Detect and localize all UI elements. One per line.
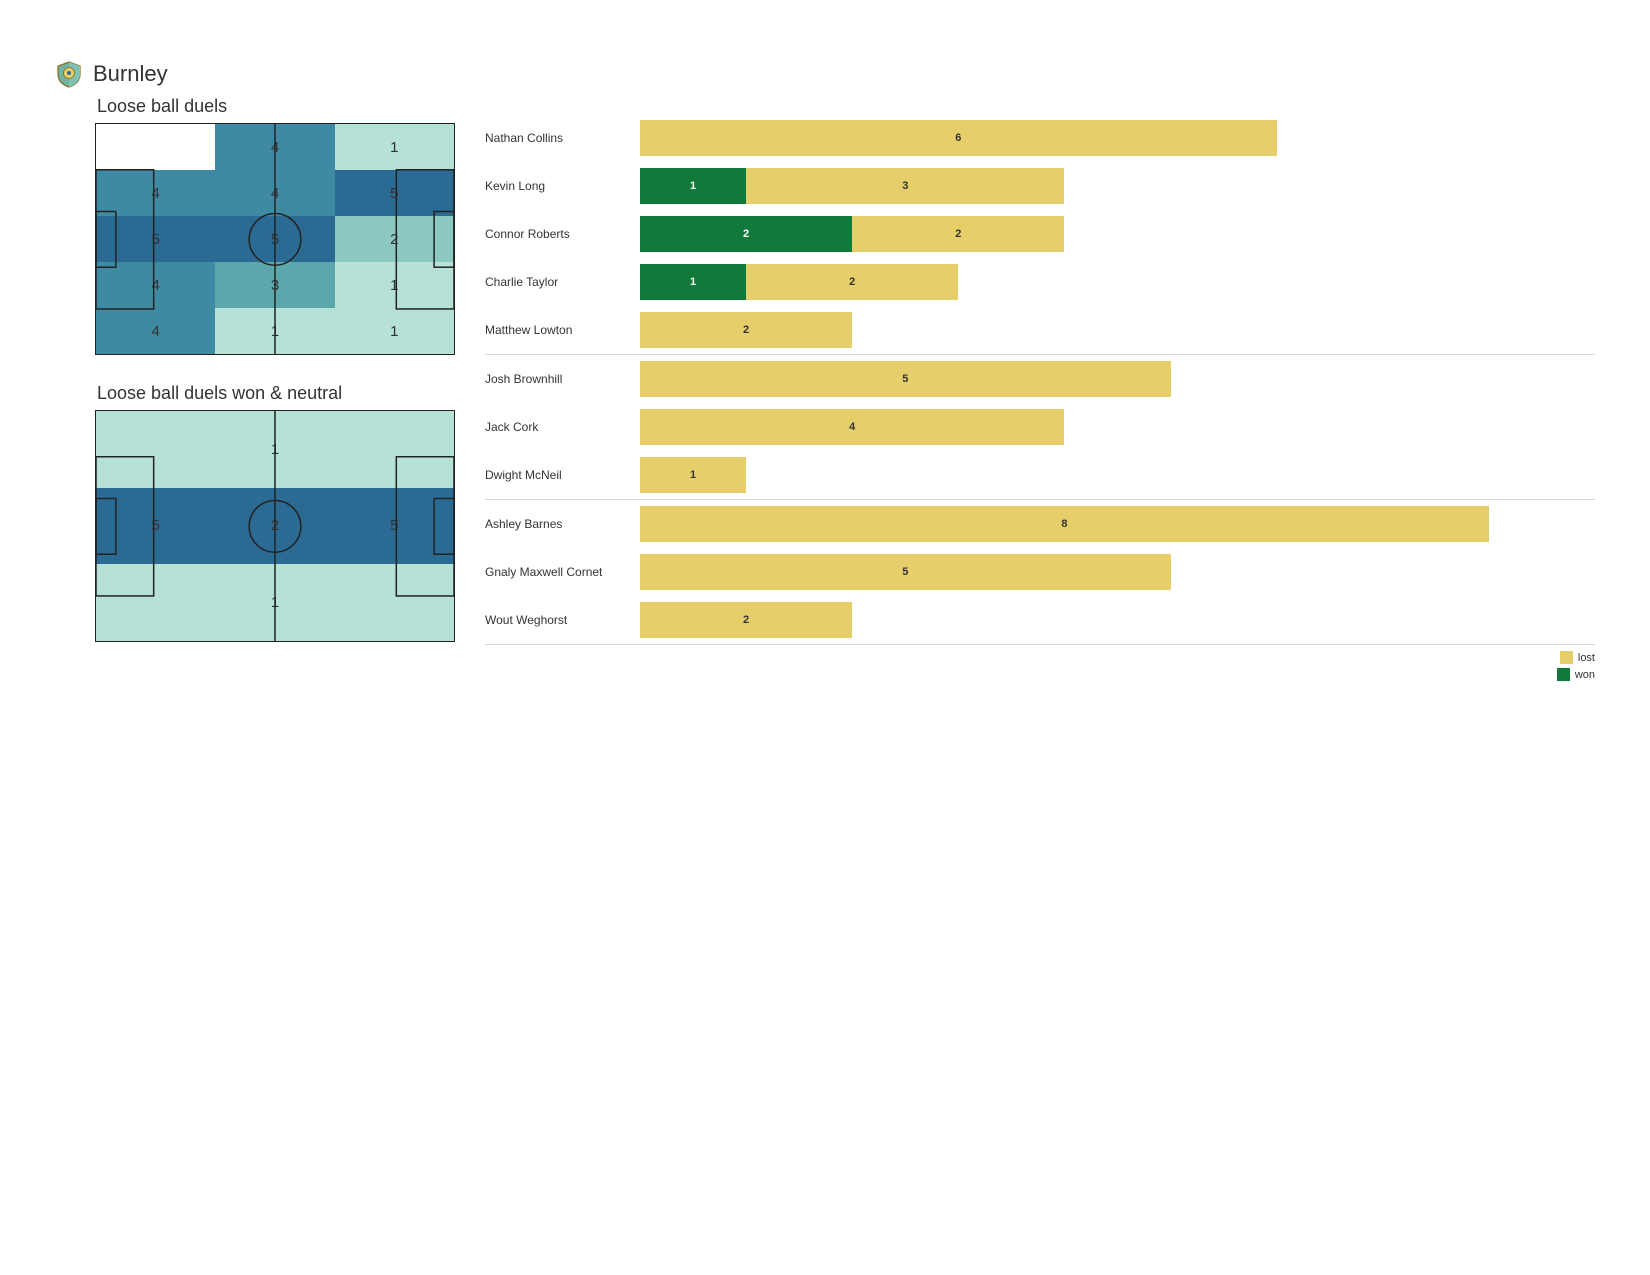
heat-cell: 4 — [96, 170, 215, 216]
bar-segment-lost: 2 — [640, 312, 852, 348]
player-name-label: Jack Cork — [485, 420, 640, 434]
player-name-label: Connor Roberts — [485, 227, 640, 241]
bar-segment-lost: 4 — [640, 409, 1064, 445]
legend-lost-label: lost — [1578, 652, 1595, 664]
bar-segment-lost: 2 — [746, 264, 958, 300]
heat-cell — [335, 411, 454, 488]
heat-cell: 1 — [215, 564, 334, 641]
heat-cell: 1 — [335, 262, 454, 308]
player-row: Josh Brownhill5 — [485, 355, 1595, 403]
heat-cell: 3 — [215, 262, 334, 308]
heat-cell: 2 — [215, 488, 334, 565]
heat-cell: 5 — [335, 170, 454, 216]
heat-cell: 5 — [96, 488, 215, 565]
player-bar: 2 — [640, 312, 1595, 348]
heat-cell — [96, 564, 215, 641]
player-bar-groups: Nathan Collins6Kevin Long13Connor Robert… — [485, 114, 1595, 645]
bar-segment-lost: 6 — [640, 120, 1277, 156]
heat-cell — [96, 411, 215, 488]
player-bar: 4 — [640, 409, 1595, 445]
right-column: Nathan Collins6Kevin Long13Connor Robert… — [485, 96, 1595, 681]
player-row: Connor Roberts22 — [485, 210, 1595, 258]
bar-segment-won: 1 — [640, 264, 746, 300]
pitch-won: 15251 — [95, 410, 455, 642]
heat-cell — [335, 564, 454, 641]
player-name-label: Kevin Long — [485, 179, 640, 193]
player-name-label: Dwight McNeil — [485, 468, 640, 482]
heat-cell: 5 — [335, 488, 454, 565]
team-name: Burnley — [93, 61, 168, 87]
heat-cell: 4 — [96, 262, 215, 308]
heat-grid-duels: 41445552431411 — [96, 124, 454, 354]
pitch-duels: 41445552431411 — [95, 123, 455, 355]
legend-lost: lost — [1560, 651, 1595, 664]
player-bar: 8 — [640, 506, 1595, 542]
bar-segment-won: 2 — [640, 216, 852, 252]
heat-grid-won: 15251 — [96, 411, 454, 641]
player-bar: 1 — [640, 457, 1595, 493]
heat-cell: 5 — [215, 216, 334, 262]
header: Burnley — [55, 60, 1595, 88]
legend: lost won — [485, 645, 1595, 681]
bar-segment-lost: 1 — [640, 457, 746, 493]
player-name-label: Wout Weghorst — [485, 613, 640, 627]
heat-cell: 1 — [335, 308, 454, 354]
player-bar: 5 — [640, 554, 1595, 590]
heat-cell: 4 — [96, 308, 215, 354]
heat-cell: 2 — [335, 216, 454, 262]
bar-segment-lost: 2 — [640, 602, 852, 638]
heatmap-won-title: Loose ball duels won & neutral — [97, 383, 455, 404]
player-row: Dwight McNeil1 — [485, 451, 1595, 499]
player-row: Nathan Collins6 — [485, 114, 1595, 162]
team-badge-icon — [55, 60, 83, 88]
player-bar: 5 — [640, 361, 1595, 397]
content: Loose ball duels 41445552431411 — [55, 96, 1595, 681]
heat-cell: 1 — [215, 411, 334, 488]
player-group: Nathan Collins6Kevin Long13Connor Robert… — [485, 114, 1595, 355]
bar-segment-lost: 8 — [640, 506, 1489, 542]
legend-swatch-lost — [1560, 651, 1573, 664]
player-row: Jack Cork4 — [485, 403, 1595, 451]
heatmap-duels-title: Loose ball duels — [97, 96, 455, 117]
player-row: Ashley Barnes8 — [485, 500, 1595, 548]
player-name-label: Charlie Taylor — [485, 275, 640, 289]
player-row: Charlie Taylor12 — [485, 258, 1595, 306]
player-row: Wout Weghorst2 — [485, 596, 1595, 644]
player-name-label: Nathan Collins — [485, 131, 640, 145]
player-bar: 13 — [640, 168, 1595, 204]
player-name-label: Josh Brownhill — [485, 372, 640, 386]
player-bar: 12 — [640, 264, 1595, 300]
heat-cell: 4 — [215, 170, 334, 216]
player-row: Matthew Lowton2 — [485, 306, 1595, 354]
player-group: Ashley Barnes8Gnaly Maxwell Cornet5Wout … — [485, 500, 1595, 645]
legend-swatch-won — [1557, 668, 1570, 681]
player-row: Kevin Long13 — [485, 162, 1595, 210]
legend-won-label: won — [1575, 669, 1595, 681]
legend-won: won — [1557, 668, 1595, 681]
bar-segment-lost: 5 — [640, 554, 1171, 590]
player-bar: 2 — [640, 602, 1595, 638]
bar-segment-lost: 3 — [746, 168, 1064, 204]
player-bar: 6 — [640, 120, 1595, 156]
player-bar: 22 — [640, 216, 1595, 252]
heatmap-won-section: Loose ball duels won & neutral 15251 — [55, 383, 455, 642]
bar-segment-lost: 5 — [640, 361, 1171, 397]
left-column: Loose ball duels 41445552431411 — [55, 96, 455, 681]
heat-cell — [96, 124, 215, 170]
player-name-label: Matthew Lowton — [485, 323, 640, 337]
heatmap-duels-section: Loose ball duels 41445552431411 — [55, 96, 455, 355]
heat-cell: 5 — [96, 216, 215, 262]
player-name-label: Gnaly Maxwell Cornet — [485, 565, 640, 579]
bar-segment-lost: 2 — [852, 216, 1064, 252]
player-row: Gnaly Maxwell Cornet5 — [485, 548, 1595, 596]
bar-segment-won: 1 — [640, 168, 746, 204]
heat-cell: 1 — [335, 124, 454, 170]
heat-cell: 4 — [215, 124, 334, 170]
player-name-label: Ashley Barnes — [485, 517, 640, 531]
heat-cell: 1 — [215, 308, 334, 354]
player-group: Josh Brownhill5Jack Cork4Dwight McNeil1 — [485, 355, 1595, 500]
